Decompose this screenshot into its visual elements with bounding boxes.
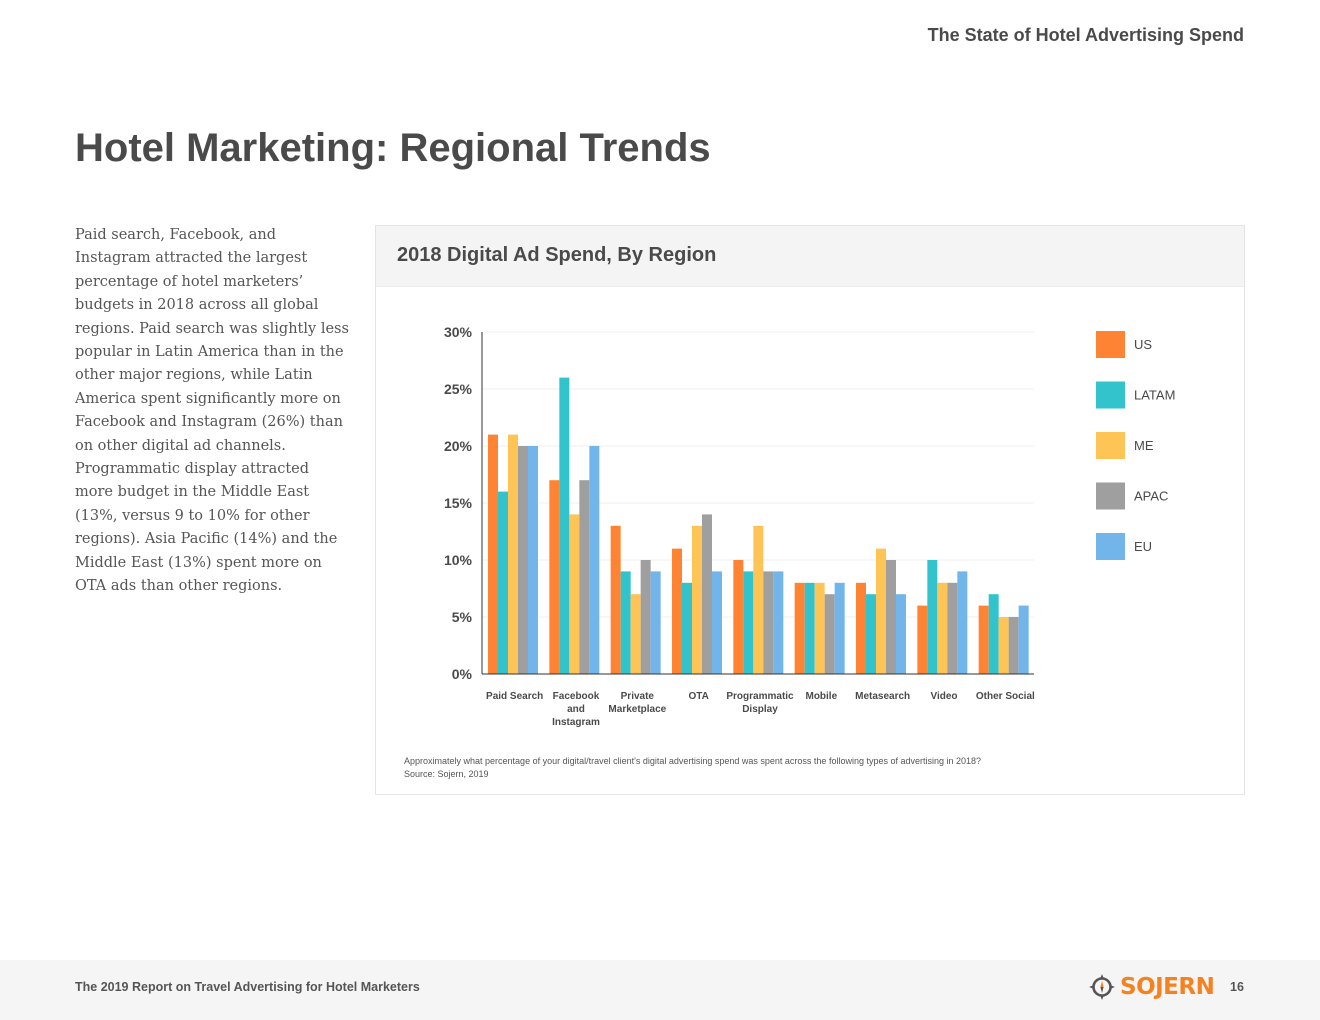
legend-swatch-apac: [1096, 482, 1125, 510]
logo-text: SOJERN: [1120, 974, 1215, 1000]
bar-us-4: [733, 560, 744, 674]
bar-eu-3: [712, 571, 722, 674]
bar-latam-6: [866, 594, 876, 674]
bar-apac-8: [1008, 617, 1019, 674]
bar-latam-2: [620, 571, 631, 674]
x-category-label: Display: [742, 704, 778, 715]
legend-label-eu: EU: [1134, 539, 1152, 554]
bar-latam-3: [682, 582, 692, 674]
bar-eu-0: [528, 446, 538, 674]
y-tick-label: 5%: [452, 609, 473, 625]
bar-latam-7: [927, 560, 938, 674]
bar-us-0: [488, 434, 498, 674]
bar-me-7: [937, 582, 948, 674]
bar-apac-2: [640, 560, 651, 674]
x-category-label: Video: [930, 691, 957, 702]
bar-us-5: [794, 582, 805, 674]
x-category-label: Instagram: [552, 717, 600, 728]
y-tick-label: 0%: [452, 666, 473, 682]
x-category-label: Programmatic: [726, 691, 794, 702]
legend-label-me: ME: [1134, 438, 1154, 453]
bar-us-2: [610, 525, 621, 674]
bar-us-3: [672, 548, 682, 674]
bar-me-5: [814, 582, 825, 674]
bar-me-2: [630, 594, 641, 674]
bar-me-0: [508, 434, 518, 674]
bar-us-1: [549, 480, 560, 674]
x-category-label: Metasearch: [855, 691, 910, 702]
x-category-label: and: [567, 704, 585, 715]
bar-apac-0: [518, 446, 528, 674]
bar-us-6: [856, 582, 866, 674]
bar-eu-8: [1018, 605, 1029, 674]
x-category-label: Mobile: [805, 691, 837, 702]
x-category-label: Marketplace: [608, 704, 666, 715]
bar-eu-4: [773, 571, 784, 674]
bar-me-6: [876, 548, 886, 674]
chart-card-header: 2018 Digital Ad Spend, By Region: [376, 226, 1244, 287]
bar-us-8: [978, 605, 989, 674]
x-category-label: OTA: [688, 691, 708, 702]
y-tick-label: 15%: [444, 495, 473, 511]
bar-me-1: [569, 514, 580, 674]
legend-swatch-us: [1096, 331, 1125, 358]
bar-chart: 0% 5% 10% 15% 20% 25% 30% Paid Search Facebook an…: [444, 324, 1175, 728]
bar-latam-8: [988, 594, 999, 674]
bar-eu-2: [650, 571, 661, 674]
bar-me-3: [692, 525, 702, 674]
x-category-label: Facebook: [553, 691, 600, 702]
bar-latam-4: [743, 571, 754, 674]
bar-me-8: [998, 617, 1009, 674]
bar-eu-7: [957, 571, 968, 674]
chart-title: 2018 Digital Ad Spend, By Region: [397, 244, 717, 266]
y-tick-label: 25%: [444, 381, 473, 397]
bar-eu-1: [589, 446, 600, 674]
chart-card: 2018 Digital Ad Spend, By Region 0% 5% 10%…: [375, 225, 1245, 795]
page-title: Hotel Marketing: Regional Trends: [75, 126, 711, 170]
y-tick-label: 10%: [444, 552, 473, 568]
bar-latam-5: [804, 582, 815, 674]
bar-apac-5: [824, 594, 835, 674]
x-category-label: Other Social: [976, 691, 1035, 702]
chart-caption: Approximately what percentage of your di…: [404, 755, 981, 781]
bar-apac-1: [579, 480, 590, 674]
bar-apac-4: [763, 571, 774, 674]
y-tick-label: 20%: [444, 438, 473, 454]
footer: The 2019 Report on Travel Advertising fo…: [0, 960, 1320, 1020]
footer-report-title: The 2019 Report on Travel Advertising fo…: [75, 980, 420, 994]
bar-latam-1: [559, 377, 570, 674]
header-title: The State of Hotel Advertising Spend: [927, 25, 1244, 45]
bar-latam-0: [498, 491, 508, 674]
y-tick-label: 30%: [444, 324, 473, 340]
page-number: 16: [1230, 980, 1244, 994]
bar-apac-3: [702, 514, 712, 674]
legend-label-us: US: [1134, 337, 1152, 352]
sojern-logo: SOJERN: [1089, 972, 1215, 1002]
legend-label-latam: LATAM: [1134, 388, 1175, 403]
body-text: Paid search, Facebook, and Instagram att…: [75, 227, 349, 595]
caption-question: Approximately what percentage of your di…: [404, 756, 982, 766]
bar-us-7: [917, 605, 928, 674]
bar-apac-6: [886, 560, 896, 674]
legend-swatch-latam: [1096, 381, 1125, 409]
legend-swatch-me: [1096, 432, 1125, 459]
legend-label-apac: APAC: [1134, 489, 1168, 504]
compass-icon: [1089, 974, 1115, 1000]
legend-swatch-eu: [1096, 533, 1125, 560]
bar-me-4: [753, 525, 764, 674]
bar-eu-6: [896, 594, 906, 674]
x-category-label: Private: [621, 691, 655, 702]
bar-apac-7: [947, 582, 958, 674]
bar-eu-5: [834, 582, 845, 674]
x-category-label: Paid Search: [486, 691, 543, 702]
caption-source: Source: Sojern, 2019: [404, 769, 489, 779]
